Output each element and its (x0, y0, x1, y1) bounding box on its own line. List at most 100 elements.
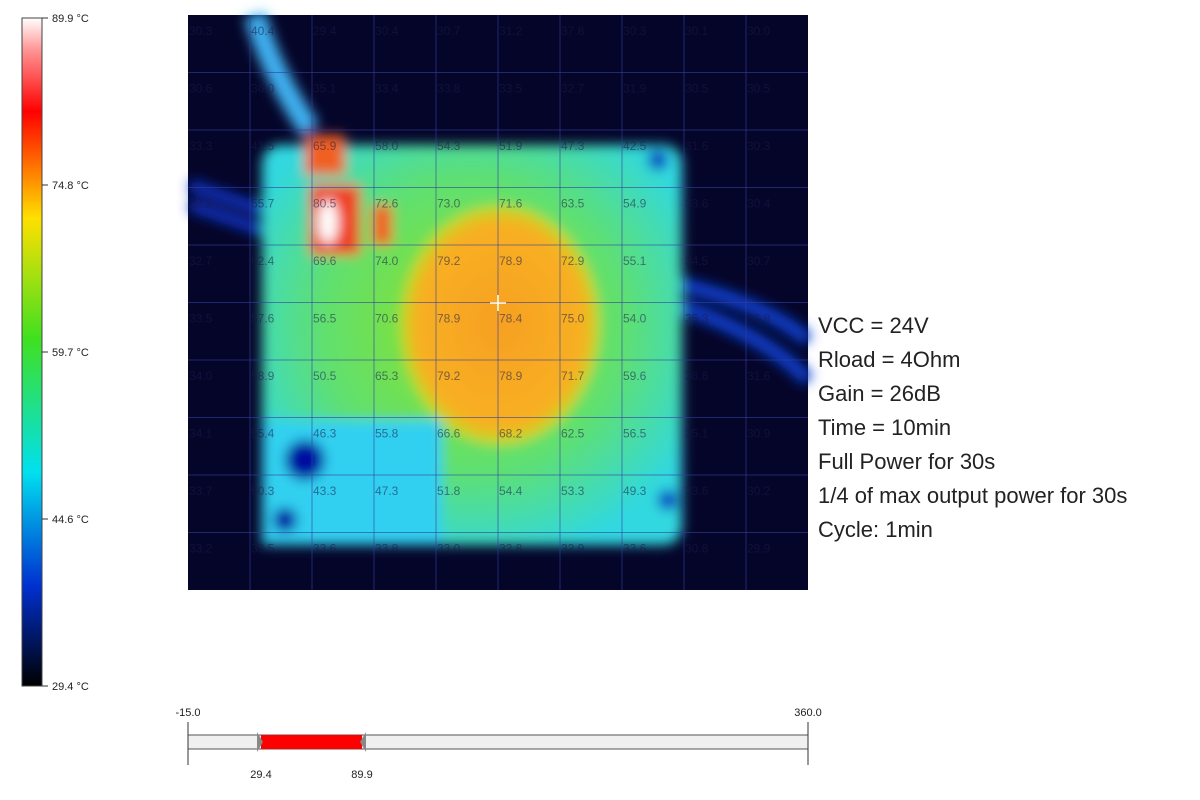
cell-temperature: 31.9 (623, 82, 647, 96)
range-max: 360.0 (794, 707, 822, 719)
cell-temperature: 51.8 (437, 484, 461, 498)
cell-temperature: 65.9 (313, 139, 337, 153)
cell-temperature: 78.9 (437, 312, 461, 326)
note-line: Rload = 4Ohm (818, 347, 960, 372)
cell-temperature: 50.3 (251, 484, 275, 498)
note-line: Time = 10min (818, 415, 951, 440)
cell-temperature: 54.9 (623, 197, 647, 211)
cell-temperature: 31.2 (499, 24, 523, 38)
cell-temperature: 40.4 (251, 24, 275, 38)
cell-temperature: 30.4 (747, 197, 771, 211)
range-high: 89.9 (351, 769, 372, 781)
cell-temperature: 58.0 (375, 139, 399, 153)
cell-temperature: 78.4 (499, 312, 523, 326)
range-min: -15.0 (175, 707, 200, 719)
cell-temperature: 30.9 (747, 427, 771, 441)
cell-temperature: 37.8 (561, 24, 585, 38)
cell-temperature: 69.6 (313, 254, 337, 268)
cell-temperature: 63.5 (561, 197, 585, 211)
cell-temperature: 35.1 (685, 427, 709, 441)
measurement-grid: 30.3 40.4 29.4 30.4 30.7 31.2 37.8 30.3 30.1 30.0… (188, 15, 808, 590)
cell-temperature: 32.2 (189, 197, 213, 211)
cell-temperature: 36.0 (251, 82, 275, 96)
cell-temperature: 33.7 (189, 484, 213, 498)
cell-temperature: 30.1 (685, 24, 709, 38)
cell-temperature: 54.0 (623, 312, 647, 326)
cell-temperature: 32.7 (561, 82, 585, 96)
cell-temperature: 33.8 (375, 542, 399, 556)
cell-temperature: 56.5 (623, 427, 647, 441)
cell-temperature: 72.6 (375, 197, 399, 211)
cell-temperature: 33.6 (623, 542, 647, 556)
cell-temperature: 55.4 (251, 427, 275, 441)
cell-temperature: 32.7 (189, 254, 213, 268)
cell-temperature: 30.0 (747, 24, 771, 38)
cell-temperature: 32.8 (499, 542, 523, 556)
cell-temperature: 33.6 (685, 197, 709, 211)
cell-temperature: 47.3 (375, 484, 399, 498)
cell-temperature: 62.4 (251, 254, 275, 268)
cell-temperature: 53.3 (561, 484, 585, 498)
cell-temperature: 34.0 (189, 369, 213, 383)
range-low: 29.4 (250, 769, 271, 781)
cell-temperature: 33.6 (685, 484, 709, 498)
cell-temperature: 32.9 (561, 542, 585, 556)
cell-temperature: 34.5 (685, 254, 709, 268)
cell-temperature: 29.9 (747, 542, 771, 556)
cell-temperature: 71.6 (499, 197, 523, 211)
cell-temperature: 73.0 (437, 197, 461, 211)
cell-temperature: 66.6 (437, 427, 461, 441)
cell-temperature: 36.6 (685, 369, 709, 383)
scale-label: 59.7 °C (52, 347, 89, 359)
scale-label: 29.4 °C (52, 681, 89, 693)
cell-temperature: 33.5 (251, 542, 275, 556)
range-selection[interactable] (261, 735, 362, 749)
cell-temperature: 30.4 (375, 24, 399, 38)
cell-temperature: 30.7 (437, 24, 461, 38)
cell-temperature: 55.8 (375, 427, 399, 441)
cell-temperature: 33.5 (499, 82, 523, 96)
cell-temperature: 30.6 (189, 82, 213, 96)
cell-temperature: 59.6 (623, 369, 647, 383)
cell-temperature: 51.9 (499, 139, 523, 153)
cell-temperature: 33.0 (437, 542, 461, 556)
color-scale (21, 17, 43, 687)
cell-temperature: 31.6 (747, 369, 771, 383)
test-conditions: VCC = 24V Rload = 4Ohm Gain = 26dB Time = 1… (818, 313, 1127, 542)
cell-temperature: 30.3 (189, 24, 213, 38)
cell-temperature: 33.8 (747, 312, 771, 326)
cell-temperature: 54.3 (437, 139, 461, 153)
cell-temperature: 47.3 (561, 139, 585, 153)
cell-temperature: 33.6 (313, 542, 337, 556)
cell-temperature: 29.4 (313, 24, 337, 38)
cell-temperature: 30.7 (747, 254, 771, 268)
cell-temperature: 71.7 (561, 369, 585, 383)
note-line: Cycle: 1min (818, 517, 933, 542)
cell-temperature: 78.9 (499, 369, 523, 383)
note-line: 1/4 of max output power for 30s (818, 483, 1127, 508)
cell-temperature: 55.7 (251, 197, 275, 211)
cell-temperature: 33.2 (189, 542, 213, 556)
cell-temperature: 50.5 (313, 369, 337, 383)
cell-temperature: 80.5 (313, 197, 337, 211)
scale-label: 74.8 °C (52, 180, 89, 192)
cell-temperature: 35.1 (313, 82, 337, 96)
cell-temperature: 74.0 (375, 254, 399, 268)
cell-temperature: 33.4 (375, 82, 399, 96)
cell-temperature: 34.1 (189, 427, 213, 441)
cell-temperature: 30.5 (747, 82, 771, 96)
cell-temperature: 58.9 (251, 369, 275, 383)
cell-temperature: 31.6 (685, 139, 709, 153)
cell-temperature: 35.3 (685, 312, 709, 326)
cell-temperature: 62.5 (561, 427, 585, 441)
note-line: Gain = 26dB (818, 381, 941, 406)
cell-temperature: 46.3 (313, 427, 337, 441)
scale-label: 44.6 °C (52, 514, 89, 526)
cell-temperature: 75.0 (561, 312, 585, 326)
cell-temperature: 41.5 (251, 139, 275, 153)
cell-temperature: 33.3 (189, 139, 213, 153)
cell-temperature: 30.2 (747, 484, 771, 498)
cell-temperature: 30.3 (623, 24, 647, 38)
